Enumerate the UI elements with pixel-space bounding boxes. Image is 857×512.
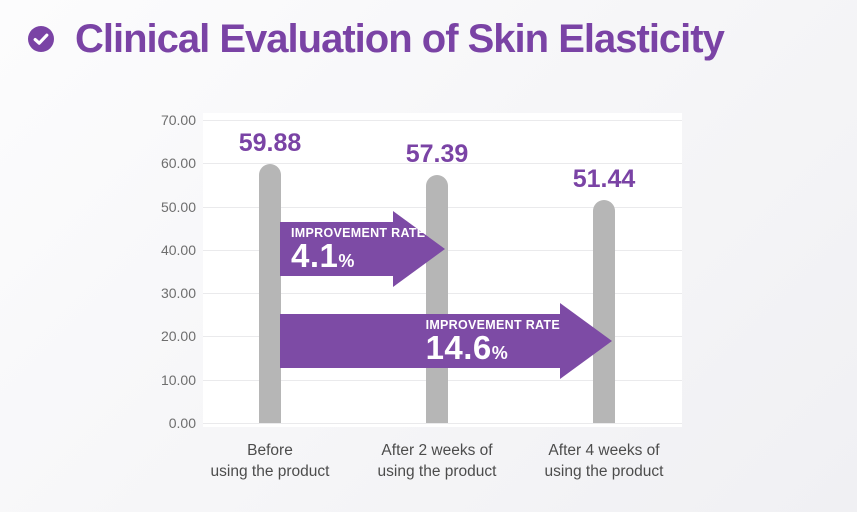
bar-value-label: 57.39: [405, 139, 469, 168]
x-axis-category-line: using the product: [544, 463, 664, 480]
gridline: [203, 423, 682, 424]
gridline: [203, 163, 682, 165]
improvement-rate-value: 14.6%: [425, 328, 508, 366]
check-circle-icon: [28, 26, 54, 52]
y-axis-tick-label: 0.00: [168, 415, 196, 431]
percent-sign: %: [491, 342, 508, 363]
gridline: [203, 119, 682, 121]
y-axis-tick-label: 60.00: [160, 155, 196, 172]
arrow-text: IMPROVEMENT RATE 4.1%: [291, 226, 425, 277]
arrow-body: [280, 221, 393, 276]
x-axis-category-label: Before using the product: [211, 440, 330, 482]
improvement-arrow-2: IMPROVEMENT RATE 14.6%: [280, 302, 612, 379]
improvement-arrow-1: IMPROVEMENT RATE 4.1%: [280, 210, 445, 287]
arrow-text: IMPROVEMENT RATE 14.6%: [426, 318, 560, 369]
improvement-rate-label: IMPROVEMENT RATE: [291, 225, 426, 240]
x-axis-category-line: using the product: [377, 463, 497, 480]
improvement-rate-value: 4.1%: [291, 236, 355, 274]
arrow-head-icon: [393, 210, 445, 287]
improvement-rate-label: IMPROVEMENT RATE: [425, 317, 560, 332]
y-axis-tick-label: 10.00: [160, 371, 196, 388]
arrow-body: [280, 313, 560, 368]
header: Clinical Evaluation of Skin Elasticity: [28, 15, 725, 63]
y-axis-tick-label: 40.00: [160, 241, 196, 258]
page-title: Clinical Evaluation of Skin Elasticity: [75, 17, 725, 61]
arrow-head-icon: [560, 302, 612, 379]
bar-value-label: 51.44: [572, 165, 636, 194]
x-axis-category-label: After 4 weeks of using the product: [545, 440, 664, 482]
y-axis-tick-label: 70.00: [160, 111, 196, 128]
x-axis-category-line: After 2 weeks of: [381, 442, 493, 459]
percent-sign: %: [338, 250, 355, 271]
x-axis-category-line: using the product: [210, 463, 330, 480]
x-axis-category-line: After 4 weeks of: [548, 442, 660, 459]
y-axis-tick-label: 50.00: [160, 198, 196, 215]
bar: [259, 163, 281, 423]
y-axis-tick-label: 30.00: [160, 285, 196, 302]
y-axis-tick-label: 20.00: [160, 328, 196, 345]
x-axis-category-label: After 2 weeks of using the product: [378, 440, 497, 482]
bar-value-label: 59.88: [238, 128, 302, 157]
x-axis-category-line: Before: [247, 442, 293, 459]
